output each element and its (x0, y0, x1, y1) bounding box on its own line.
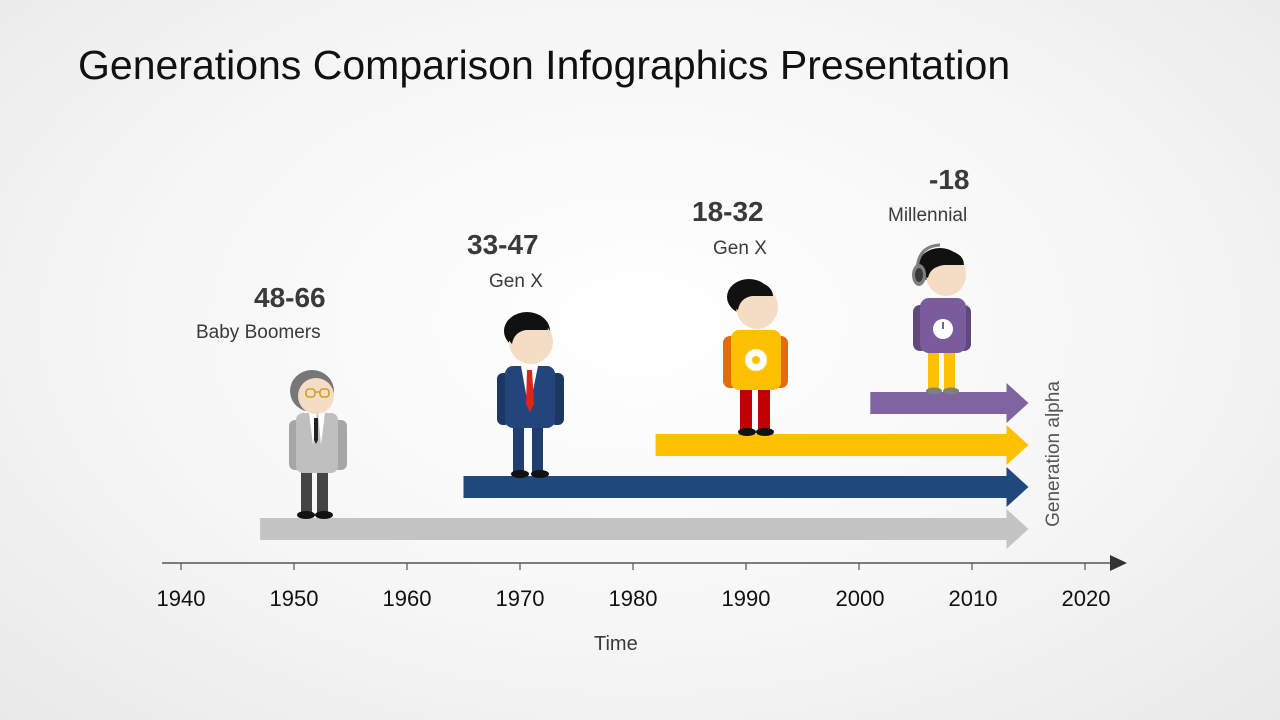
bar-arrowhead-icon (1006, 467, 1029, 507)
bar-arrowhead-icon (1006, 383, 1029, 423)
generation-alpha-label: Generation alpha (1043, 381, 1064, 527)
baby-boomer-figure-icon (289, 370, 347, 519)
year-label: 2020 (1061, 586, 1111, 611)
year-label: 2010 (948, 586, 998, 611)
bar-body (870, 392, 1007, 414)
age-range-baby-boomers: 48-66 (254, 282, 326, 313)
axis-title: Time (594, 633, 638, 655)
year-label: 1940 (156, 586, 206, 611)
gen-x-suit-figure-icon (497, 312, 564, 478)
gen-x-casual-figure-icon (723, 279, 788, 436)
generation-name-baby-boomers: Baby Boomers (196, 322, 321, 343)
bar-arrowhead-icon (1006, 509, 1029, 549)
bar-body (655, 434, 1007, 456)
age-range-millennial: -18 (929, 164, 970, 195)
year-label: 2000 (835, 586, 885, 611)
year-label: 1950 (269, 586, 319, 611)
bar-body (260, 518, 1007, 540)
time-axis (162, 555, 1127, 571)
axis-arrowhead-icon (1110, 555, 1127, 571)
millennial-figure-icon (912, 243, 971, 395)
bar-arrowhead-icon (1006, 425, 1029, 465)
generation-name-gen-x: Gen X (489, 271, 543, 292)
generation-name-millennial: Millennial (888, 205, 968, 226)
bar-baby-boomers (260, 509, 1029, 549)
generation-name-gen-x-young: Gen X (713, 238, 767, 259)
year-label: 1970 (495, 586, 545, 611)
bar-gen-x-young (655, 425, 1029, 465)
age-range-gen-x-young: 18-32 (692, 196, 764, 227)
slide-title: Generations Comparison Infographics Pres… (78, 42, 1011, 88)
year-label: 1960 (382, 586, 432, 611)
year-label: 1980 (608, 586, 658, 611)
bar-millennial (870, 383, 1029, 423)
bar-body (463, 476, 1007, 498)
generation-bars (260, 383, 1029, 549)
bar-gen-x (463, 467, 1029, 507)
age-range-gen-x: 33-47 (467, 229, 539, 260)
year-label: 1990 (721, 586, 771, 611)
